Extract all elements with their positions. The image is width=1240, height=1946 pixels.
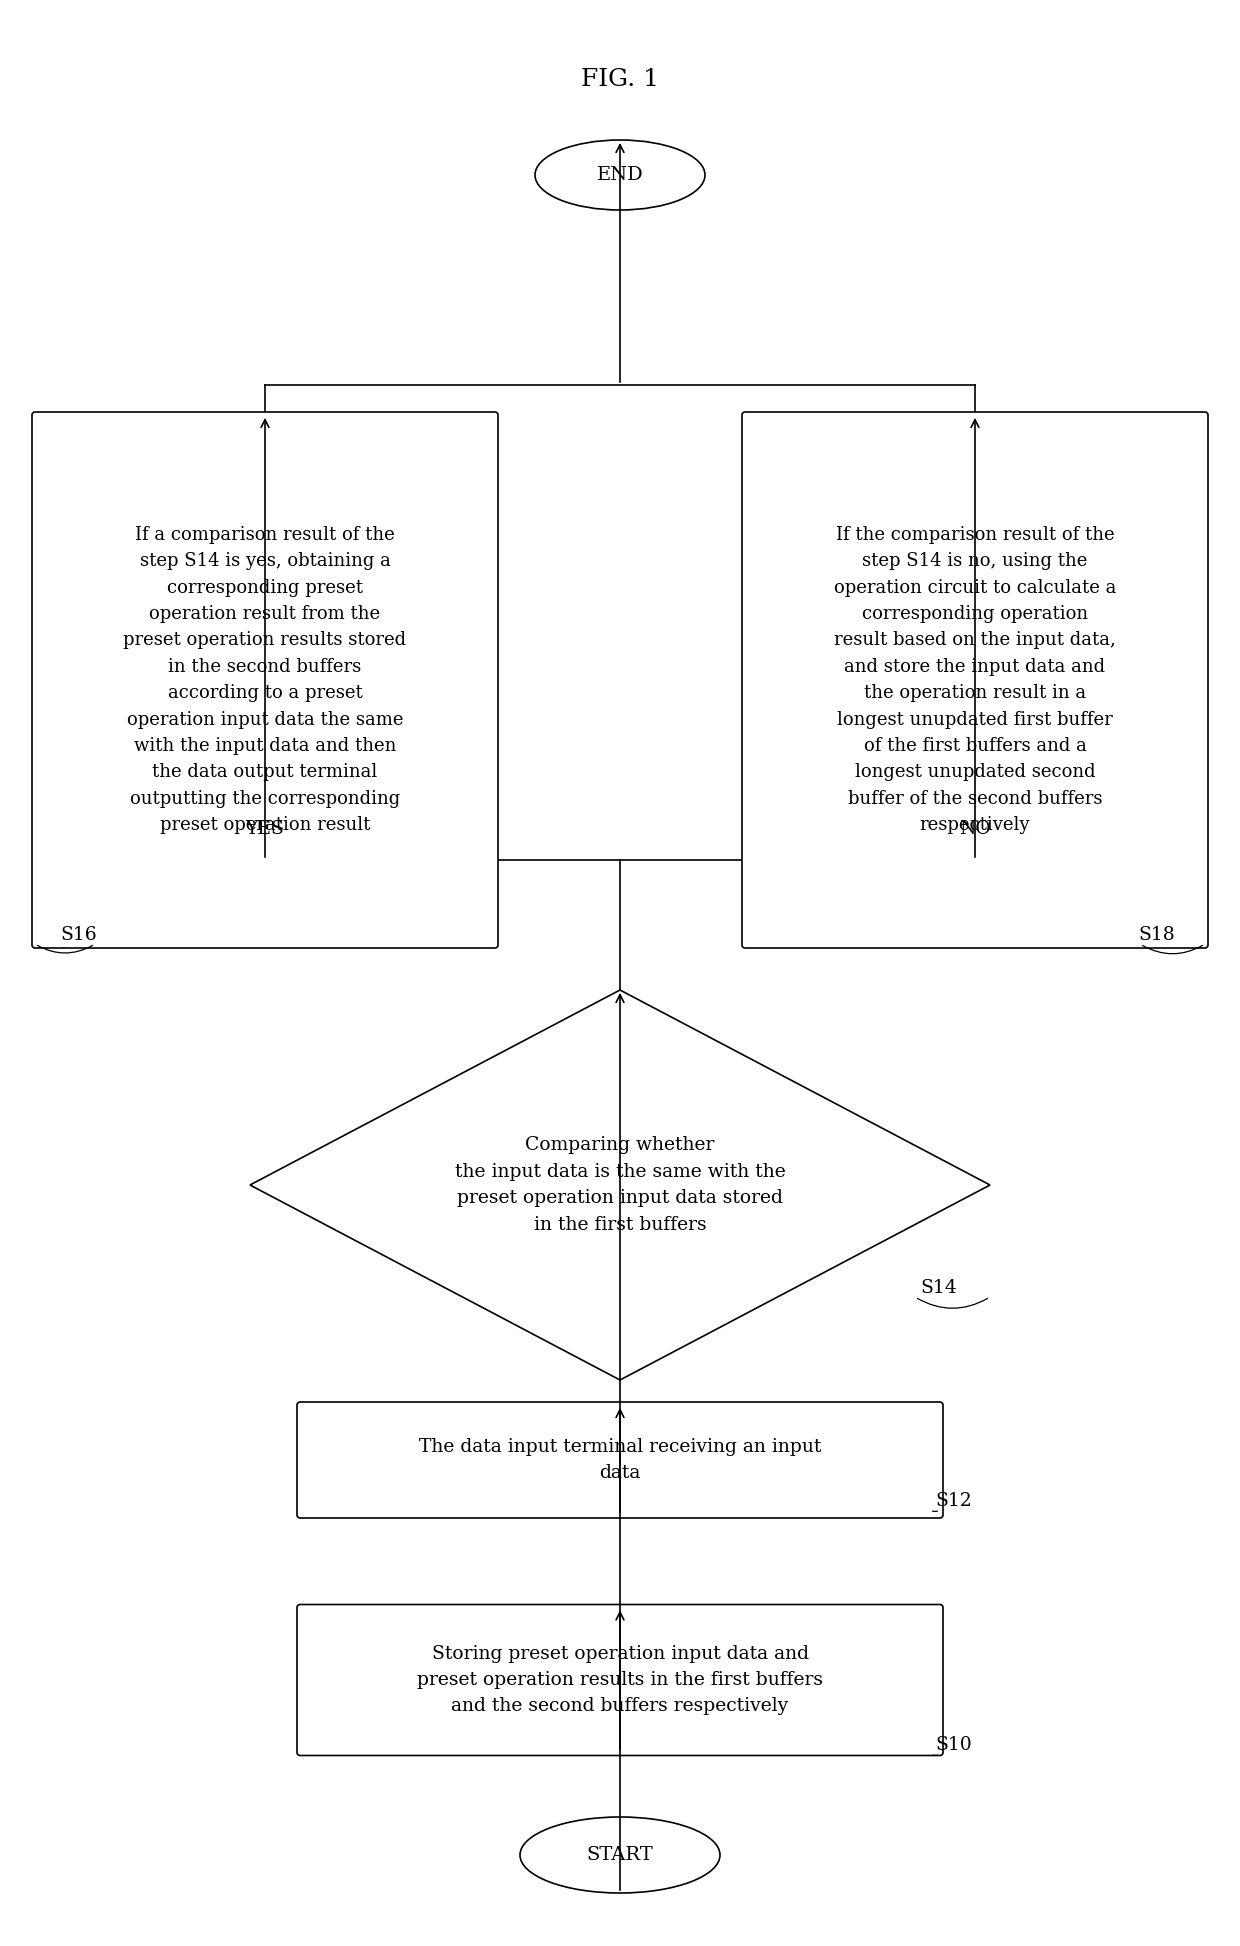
- FancyBboxPatch shape: [742, 413, 1208, 948]
- Text: S18: S18: [1138, 926, 1176, 944]
- Text: END: END: [596, 165, 644, 185]
- Ellipse shape: [520, 1818, 720, 1893]
- Polygon shape: [250, 991, 990, 1380]
- Text: Storing preset operation input data and
preset operation results in the first bu: Storing preset operation input data and …: [417, 1644, 823, 1716]
- Text: If a comparison result of the
step S14 is yes, obtaining a
corresponding preset
: If a comparison result of the step S14 i…: [124, 525, 407, 835]
- Text: YES: YES: [246, 819, 284, 839]
- Text: S16: S16: [60, 926, 97, 944]
- Text: S10: S10: [935, 1736, 972, 1753]
- Text: FIG. 1: FIG. 1: [582, 68, 658, 91]
- FancyBboxPatch shape: [298, 1401, 942, 1518]
- Text: Comparing whether
the input data is the same with the
preset operation input dat: Comparing whether the input data is the …: [455, 1136, 785, 1234]
- Ellipse shape: [534, 140, 706, 210]
- Text: The data input terminal receiving an input
data: The data input terminal receiving an inp…: [419, 1438, 821, 1483]
- Text: S12: S12: [935, 1493, 972, 1510]
- Text: START: START: [587, 1847, 653, 1864]
- FancyBboxPatch shape: [298, 1605, 942, 1755]
- Text: NO: NO: [960, 819, 991, 839]
- Text: If the comparison result of the
step S14 is no, using the
operation circuit to c: If the comparison result of the step S14…: [833, 525, 1116, 835]
- FancyBboxPatch shape: [32, 413, 498, 948]
- Text: S14: S14: [920, 1279, 957, 1296]
